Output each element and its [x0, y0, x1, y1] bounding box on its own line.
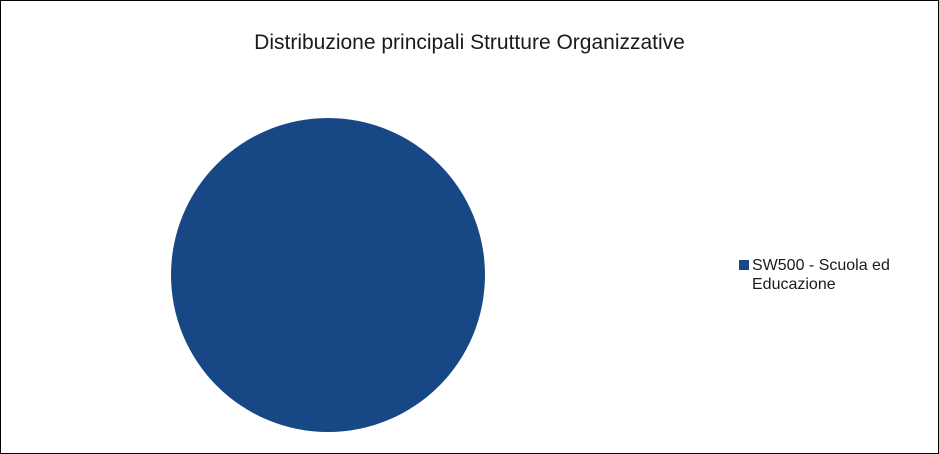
legend-label: SW500 - Scuola ed Educazione — [752, 257, 890, 293]
legend: SW500 - Scuola ed Educazione — [739, 256, 929, 294]
pie-slices — [171, 118, 485, 432]
pie-slice-0 — [171, 118, 485, 432]
legend-item: SW500 - Scuola ed Educazione — [739, 256, 929, 294]
chart-title: Distribuzione principali Strutture Organ… — [254, 31, 685, 54]
legend-swatch — [739, 260, 749, 270]
